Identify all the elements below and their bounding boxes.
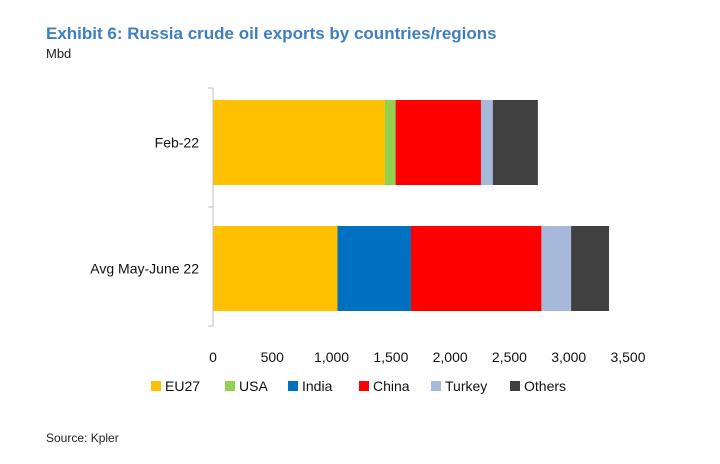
bar-segment-eu27-2 [213, 226, 338, 311]
bar-segment-china-1 [395, 100, 481, 185]
legend-item-turkey: Turkey [431, 378, 487, 394]
x-tick-labels: 0 500 1,000 1,500 2,000 2,500 3,000 3,500 [209, 349, 646, 365]
unit-label: Mbd [46, 46, 72, 61]
bar-segment-others-2 [571, 226, 610, 311]
bar-segment-others-1 [492, 100, 538, 185]
x-tick-label: 1,000 [314, 349, 349, 365]
legend-item-china: China [359, 378, 410, 394]
bar-segment-turkey-1 [480, 100, 493, 185]
x-tick-label: 3,000 [551, 349, 586, 365]
bar-segment-eu27-1 [213, 100, 385, 185]
legend-item-eu27: EU27 [151, 378, 200, 394]
legend-swatch [510, 381, 520, 391]
legend-swatch [359, 381, 369, 391]
category-labels: Feb-22 Avg May-June 22 [90, 135, 199, 277]
legend-item-others: Others [510, 378, 566, 394]
legend-swatch [151, 381, 161, 391]
legend-swatch [288, 381, 298, 391]
bar-segment-india-2 [337, 226, 412, 311]
x-tick-label: 500 [261, 349, 285, 365]
category-label: Avg May-June 22 [90, 261, 199, 277]
legend-swatch [225, 381, 235, 391]
x-tick-label: 2,500 [492, 349, 527, 365]
category-label: Feb-22 [155, 135, 200, 151]
x-tick-label: 3,500 [610, 349, 645, 365]
legend-label: Others [524, 378, 566, 394]
legend-label: EU27 [165, 378, 200, 394]
legend: EU27 USA India China Turkey Others [151, 378, 566, 394]
bar-segment-turkey-2 [541, 226, 572, 311]
legend-swatch [431, 381, 441, 391]
legend-label: India [302, 378, 333, 394]
bars-group [213, 100, 610, 311]
x-tick-label: 2,000 [433, 349, 468, 365]
source-note: Source: Kpler [46, 431, 119, 445]
x-tick-label: 0 [209, 349, 217, 365]
legend-label: USA [239, 378, 268, 394]
x-tick-label: 1,500 [373, 349, 408, 365]
legend-item-usa: USA [225, 378, 268, 394]
chart-title: Exhibit 6: Russia crude oil exports by c… [46, 24, 497, 43]
legend-label: Turkey [445, 378, 487, 394]
bar-segment-usa-1 [384, 100, 396, 185]
y-axis-ticks [208, 87, 213, 327]
legend-label: China [373, 378, 410, 394]
legend-item-india: India [288, 378, 333, 394]
bar-segment-china-2 [411, 226, 542, 311]
